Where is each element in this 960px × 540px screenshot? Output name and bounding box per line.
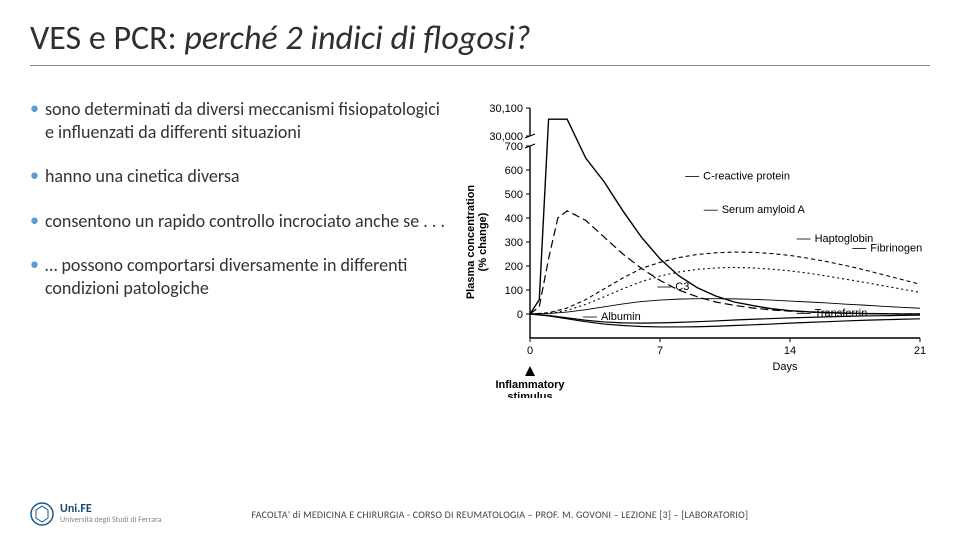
bullet-icon: • [30,98,39,143]
svg-text:Transferrin: Transferrin [815,307,868,319]
svg-text:stimulus: stimulus [507,391,552,398]
list-item: •sono determinati da diversi meccanismi … [30,98,450,143]
svg-text:Days: Days [772,361,798,373]
bullet-text: hanno una cinetica diversa [45,165,240,188]
svg-text:30,100: 30,100 [489,103,523,115]
svg-text:Albumin: Albumin [601,311,641,323]
bullet-icon: • [30,254,39,299]
svg-text:Fibrinogen: Fibrinogen [870,243,922,255]
svg-text:100: 100 [505,285,523,297]
svg-text:30,000: 30,000 [489,131,523,143]
svg-text:400: 400 [505,213,523,225]
list-item: •… possono comportarsi diversamente in d… [30,254,450,299]
title-prefix: VES e PCR: [30,18,184,59]
svg-text:C-reactive protein: C-reactive protein [703,171,790,183]
bullet-text: … possono comportarsi diversamente in di… [45,254,450,299]
svg-text:C3: C3 [675,281,689,293]
svg-text:14: 14 [784,345,796,357]
list-item: • consentono un rapido controllo incrocia… [30,210,450,233]
svg-text:600: 600 [505,165,523,177]
svg-text:Haptoglobin: Haptoglobin [815,233,874,245]
footer-text: FACOLTA' di MEDICINA E CHIRURGIA - CORSO… [251,508,748,521]
university-logo-icon [30,502,54,526]
slide-title: VES e PCR: perché 2 indici di flogosi? [30,18,930,66]
svg-text:Inflammatory: Inflammatory [495,379,565,391]
chart-container: 010020030040050060070030,00030,100071421… [460,98,930,398]
bullet-text: consentono un rapido controllo incrociat… [45,210,445,233]
list-item: • hanno una cinetica diversa [30,165,450,188]
university-name: Uni.FE [60,503,161,515]
svg-text:200: 200 [505,261,523,273]
bullet-text: sono determinati da diversi meccanismi f… [45,98,450,143]
university-sub: Università degli Studi di Ferrara [60,515,161,525]
svg-text:Serum amyloid A: Serum amyloid A [722,204,806,216]
title-italic: perché 2 indici di flogosi? [184,18,530,59]
svg-text:Plasma concentration: Plasma concentration [465,185,477,300]
bullet-icon: • [30,165,39,188]
svg-text:(% change): (% change) [477,212,489,271]
svg-text:500: 500 [505,189,523,201]
university-block: Uni.FE Università degli Studi di Ferrara [60,503,161,525]
plasma-concentration-chart: 010020030040050060070030,00030,100071421… [460,98,930,398]
svg-text:21: 21 [914,345,926,357]
svg-text:0: 0 [517,309,523,321]
footer: Uni.FE Università degli Studi di Ferrara… [30,502,930,526]
svg-text:7: 7 [657,345,663,357]
bullet-icon: • [30,210,39,233]
bullet-list: •sono determinati da diversi meccanismi … [30,98,450,398]
svg-text:0: 0 [527,345,533,357]
svg-text:300: 300 [505,237,523,249]
logo-shape [36,506,48,522]
